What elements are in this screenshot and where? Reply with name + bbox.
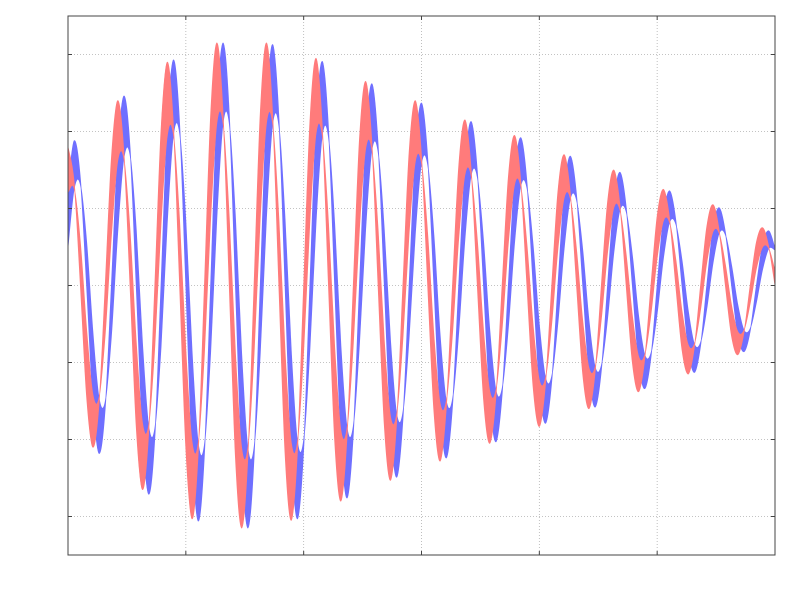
band-area (68, 42, 775, 529)
ticks (67, 16, 776, 555)
bands (68, 42, 775, 529)
